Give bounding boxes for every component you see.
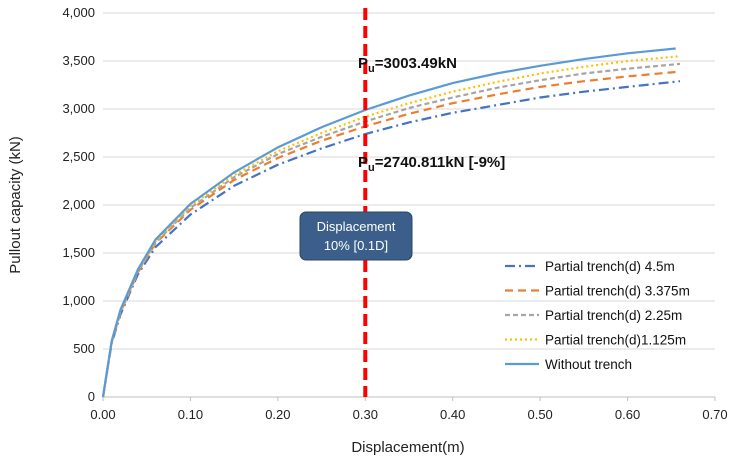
y-tick-label: 3,000 xyxy=(62,101,95,116)
callout-line-1: Displacement xyxy=(317,219,396,234)
pu-annotation-bottom: Pu=2740.811kN [-9%] xyxy=(358,154,505,174)
x-tick-label: 0.20 xyxy=(265,407,290,422)
displacement-callout: Displacement 10% [0.1D] xyxy=(299,211,413,261)
series-line-5 xyxy=(101,47,676,398)
x-tick-label: 0.00 xyxy=(90,407,115,422)
y-axis-title: Pullout capacity (kN) xyxy=(7,136,24,274)
pu-subscript: u xyxy=(368,162,375,174)
y-tick-label: 500 xyxy=(73,341,95,356)
y-tick-labels: 0 500 1,000 1,500 2,000 2,500 3,000 3,500 4,000 xyxy=(62,5,95,404)
callout-line-2: 10% [0.1D] xyxy=(324,238,388,253)
y-tick-label: 2,000 xyxy=(62,197,95,212)
pu-subscript: u xyxy=(368,63,375,75)
x-tick-label: 0.60 xyxy=(615,407,640,422)
pu-value: =2740.811kN [-9%] xyxy=(375,154,506,171)
pu-symbol: P xyxy=(358,154,368,171)
x-tick-label: 0.40 xyxy=(440,407,465,422)
series-line-1 xyxy=(101,80,681,398)
legend: Partial trench(d) 4.5m Partial trench(d) … xyxy=(505,259,690,372)
y-tick-label: 4,000 xyxy=(62,5,95,20)
legend-label-3: Partial trench(d) 2.25m xyxy=(545,308,682,323)
svg-text:Pu=2740.811kN [-9%]: Pu=2740.811kN [-9%] xyxy=(358,154,505,174)
y-tick-label: 2,500 xyxy=(62,149,95,164)
x-axis-title: Displacement(m) xyxy=(351,439,464,456)
svg-text:Pu=3003.49kN: Pu=3003.49kN xyxy=(358,55,457,75)
pu-annotation-top: Pu=3003.49kN xyxy=(358,55,457,75)
y-tick-label: 1,500 xyxy=(62,245,95,260)
legend-label-5: Without trench xyxy=(545,357,632,372)
axes xyxy=(102,396,716,401)
pu-value: =3003.49kN xyxy=(375,55,457,72)
x-tick-label: 0.50 xyxy=(527,407,552,422)
y-tick-label: 3,500 xyxy=(62,53,95,68)
pu-symbol: P xyxy=(358,55,368,72)
series-line-2 xyxy=(101,70,681,398)
legend-label-2: Partial trench(d) 3.375m xyxy=(545,284,690,299)
x-tick-labels: 0.00 0.10 0.20 0.30 0.40 0.50 0.60 0.70 xyxy=(90,407,727,422)
x-tick-label: 0.10 xyxy=(178,407,203,422)
legend-label-4: Partial trench(d)1.125m xyxy=(545,333,686,348)
y-tick-label: 0 xyxy=(88,389,95,404)
y-tick-label: 1,000 xyxy=(62,293,95,308)
legend-label-1: Partial trench(d) 4.5m xyxy=(545,259,675,274)
x-tick-label: 0.30 xyxy=(353,407,378,422)
series-line-4 xyxy=(101,55,681,398)
x-tick-label: 0.70 xyxy=(702,407,727,422)
series-lines xyxy=(101,47,681,398)
